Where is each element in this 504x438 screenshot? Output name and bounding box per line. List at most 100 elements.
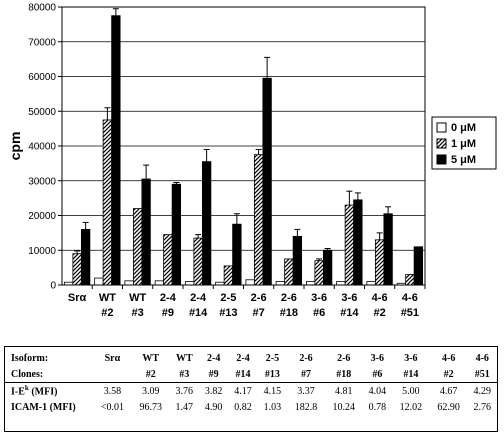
x-category-label-2: WT: [129, 292, 146, 304]
table-cell: #2: [443, 368, 454, 380]
bar-2-1: [111, 15, 121, 286]
row-label-main: I-E: [11, 386, 25, 398]
table-row: Isoform: Srα WT WT 2-4 2-4 2-5 2-6 2-6 3-6 3-6 4-6 4…: [5, 350, 497, 366]
table-cell: 4.90: [204, 401, 223, 413]
table-cell: 2-6: [337, 352, 351, 364]
y-axis-ticks: 0 10000 20000 30000 40000 50000 60000 70000 8000…: [28, 3, 62, 292]
bar-0-10: [366, 281, 376, 286]
table-cell: #2: [145, 368, 156, 380]
bar-1-7: [284, 258, 294, 286]
x-category-label-7: 2-6: [281, 292, 297, 304]
row-label-tail: (MFI): [28, 386, 58, 398]
legend-label-0: 0 μM: [451, 122, 476, 134]
bar-1-2: [132, 208, 143, 286]
row-label: ICAM-1 (MFI): [11, 401, 76, 413]
table-cell: 3.82: [198, 382, 229, 399]
table-cell: #3: [179, 368, 190, 380]
table-cell: #7: [300, 368, 311, 380]
x-category-sublabel-3: #9: [162, 307, 174, 319]
table-cell: 4.29: [467, 382, 497, 399]
y-tick-label-6: 60000: [28, 72, 56, 83]
x-category-label-5: 2-5: [220, 292, 236, 304]
clone-data-table: Isoform: Srα WT WT 2-4 2-4 2-5 2-6 2-6 3-6 3-6 4-6 4…: [4, 346, 498, 432]
table-cell: 3-6: [370, 352, 384, 364]
x-axis-categories: Srα WT #2 WT #3 2-4 #9 2-4 #14 2-5 #13 2-6 #7 2-6 #18 3…: [68, 285, 426, 319]
table-cell: 3-6: [404, 352, 418, 364]
bar-1-10: [374, 239, 385, 286]
table-cell: 0.78: [368, 401, 387, 413]
table-cell: 4.81: [324, 382, 363, 399]
x-category-label-9: 3-6: [341, 292, 357, 304]
table-cell: 2.76: [473, 401, 492, 413]
grid-lines: [62, 41, 425, 251]
table-cell: #14: [235, 368, 251, 380]
y-tick-label-3: 30000: [28, 176, 56, 187]
table-cell: 12.02: [399, 401, 423, 413]
table-cell: 4-6: [441, 352, 456, 364]
bar-0-6: [245, 279, 255, 286]
table-cell: 3.76: [169, 382, 199, 399]
bar-2-4: [201, 161, 212, 286]
table-row: ICAM-1 (MFI) <0.01 96.73 1.47 4.90 0.82 1.03 18…: [5, 399, 497, 415]
table-cell: 182.8: [294, 401, 318, 413]
x-category-label-8: 3-6: [311, 292, 327, 304]
table-cell: #6: [372, 368, 383, 380]
table-cell: 1.47: [175, 401, 194, 413]
bar-0-3: [154, 280, 165, 286]
y-tick-label-8: 80000: [28, 3, 56, 14]
table-cell: [93, 366, 132, 383]
bars: [63, 8, 424, 286]
y-tick-label-5: 50000: [28, 107, 56, 118]
x-category-label-10: 4-6: [372, 292, 388, 304]
table-cell: #51: [474, 368, 490, 380]
row-label: Isoform:: [11, 352, 49, 364]
table-cell: 2-5: [265, 352, 280, 364]
bar-2-10: [383, 213, 393, 286]
x-category-sublabel-7: #18: [280, 307, 298, 319]
x-category-sublabel-9: #14: [340, 307, 359, 319]
bar-1-9: [344, 204, 355, 286]
legend-label-2: 5 μM: [451, 154, 476, 166]
y-tick-label-4: 40000: [28, 142, 56, 153]
row-label: Clones:: [11, 368, 44, 380]
x-category-label-0: Srα: [68, 292, 87, 304]
x-category-sublabel-4: #14: [189, 307, 208, 319]
bar-2-11: [413, 246, 424, 286]
plot-frame: [61, 6, 426, 286]
table-cell: #14: [403, 368, 419, 380]
bar-0-8: [305, 281, 316, 286]
table-row: I-Ek (MFI) 3.58 3.09 3.76 3.82 4.17 4.15 3.37 4.…: [5, 382, 497, 399]
bar-0-2: [124, 280, 134, 286]
table-cell: 3.09: [131, 382, 170, 399]
table-cell: 0.82: [234, 401, 252, 413]
table-cell: WT: [142, 352, 160, 364]
y-tick-label-7: 70000: [28, 37, 56, 48]
bar-0-4: [184, 281, 195, 286]
table-cell: 4.15: [257, 382, 288, 399]
bar-2-2: [141, 178, 151, 286]
table-cell: #13: [264, 368, 280, 380]
table-cell: 4-6: [475, 352, 489, 364]
bar-1-1: [102, 119, 113, 286]
bar-2-6: [262, 77, 272, 286]
bar-2-5: [232, 223, 242, 286]
bar-chart: 0 10000 20000 30000 40000 50000 60000 70000 8000…: [7, 3, 497, 319]
data-table: Isoform: Srα WT WT 2-4 2-4 2-5 2-6 2-6 3-6 3-6 4-6 4…: [5, 350, 497, 415]
x-category-sublabel-6: #7: [253, 307, 265, 319]
bar-2-9: [353, 199, 363, 286]
y-tick-label-2: 20000: [28, 211, 56, 222]
row-label: I-Ek (MFI): [5, 382, 93, 399]
x-category-label-3: 2-4: [160, 292, 177, 304]
legend: 0 μM 1 μM 5 μM: [431, 116, 497, 170]
x-category-label-1: WT: [99, 292, 116, 304]
bar-2-7: [292, 235, 303, 286]
table-cell: <0.01: [100, 401, 124, 413]
bar-1-11: [405, 274, 415, 286]
table-cell: 4.17: [228, 382, 258, 399]
table-cell: #18: [336, 368, 352, 380]
x-category-label-6: 2-6: [251, 292, 267, 304]
x-category-sublabel-8: #6: [313, 307, 325, 319]
table-cell: 3.37: [287, 382, 325, 399]
x-category-sublabel-11: #51: [401, 307, 419, 319]
table-cell: #9: [208, 368, 219, 380]
